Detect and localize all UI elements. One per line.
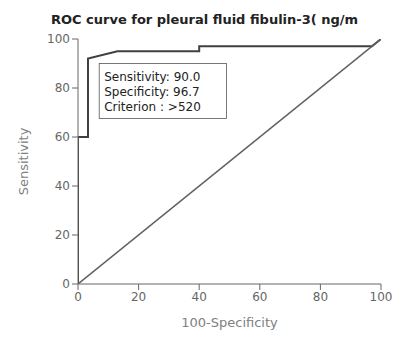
svg-text:Sensitivity: 90.0Specificity:: Sensitivity: 90.0Specificity: 96.7Criter… (104, 70, 201, 114)
svg-text:0: 0 (74, 290, 82, 304)
svg-text:80: 80 (55, 81, 70, 95)
svg-text:20: 20 (55, 228, 70, 242)
svg-text:60: 60 (55, 130, 70, 144)
svg-text:0: 0 (62, 277, 70, 291)
svg-text:Sensitivity: Sensitivity (16, 127, 31, 195)
svg-text:100: 100 (370, 290, 393, 304)
svg-text:80: 80 (313, 290, 328, 304)
svg-text:40: 40 (192, 290, 207, 304)
svg-text:100-Specificity: 100-Specificity (181, 315, 278, 330)
svg-text:20: 20 (131, 290, 146, 304)
svg-text:100: 100 (47, 32, 70, 46)
svg-text:40: 40 (55, 179, 70, 193)
svg-text:60: 60 (252, 290, 267, 304)
html-text:ROC curve for pleural fluid fi: ROC curve for pleural fluid fibulin-3( n… (50, 12, 359, 27)
